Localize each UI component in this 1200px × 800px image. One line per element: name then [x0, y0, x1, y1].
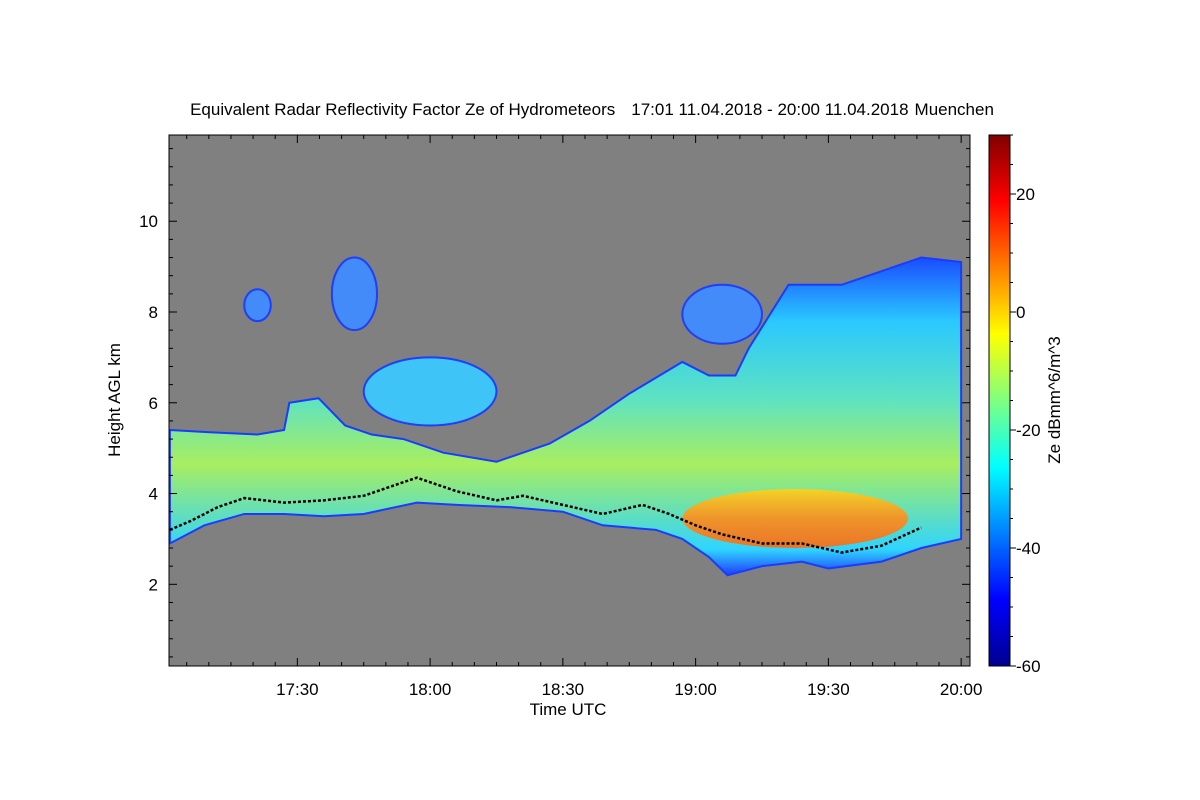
colorbar-tick-label: -60: [1016, 657, 1041, 676]
x-tick-label: 18:30: [542, 680, 585, 699]
upper-cloud-patch: [330, 256, 378, 332]
x-tick-label: 19:30: [807, 680, 850, 699]
colorbar-ticks: 20 0 -20 -40 -60: [1010, 134, 1041, 676]
y-tick-label: 4: [149, 485, 158, 504]
upper-cloud-patch: [243, 288, 272, 323]
high-reflectivity-region: [682, 489, 909, 548]
x-axis-label: Time UTC: [530, 700, 607, 719]
plot-area: [169, 256, 963, 577]
plot-frame: [168, 134, 971, 667]
upper-cloud-patch: [362, 356, 498, 427]
chart-title: Equivalent Radar Reflectivity Factor Ze …: [190, 100, 994, 119]
colorbar: [988, 134, 1011, 667]
y-tick-label: 10: [139, 212, 158, 231]
y-tick-label: 6: [149, 394, 158, 413]
x-tick-label: 20:00: [940, 680, 983, 699]
upper-cloud-patch: [681, 283, 764, 345]
colorbar-label: Ze dBmm^6/m^3: [1045, 336, 1064, 463]
colorbar-tick-label: -20: [1016, 421, 1041, 440]
colorbar-tick-label: 20: [1016, 185, 1035, 204]
melting-layer-line: [169, 476, 922, 554]
colorbar-tick-label: -40: [1016, 539, 1041, 558]
y-axis: 2 4 6 8 10: [139, 148, 970, 658]
y-tick-label: 2: [149, 575, 158, 594]
x-tick-label: 19:00: [674, 680, 717, 699]
x-axis: 17:30 18:00 18:30 19:00 19:30 20:00: [186, 135, 983, 699]
y-axis-label: Height AGL km: [105, 343, 124, 457]
colorbar-tick-label: 0: [1016, 303, 1025, 322]
x-tick-label: 17:30: [276, 680, 319, 699]
x-tick-label: 18:00: [409, 680, 452, 699]
y-tick-label: 8: [149, 303, 158, 322]
